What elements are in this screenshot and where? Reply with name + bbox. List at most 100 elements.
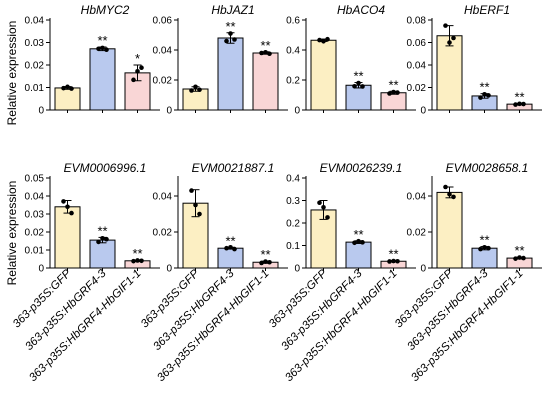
bar-2 — [89, 239, 116, 269]
data-point — [356, 238, 361, 244]
data-point — [100, 45, 105, 51]
y-tick-label: 0.02 — [407, 83, 427, 94]
x-category-label: 363-p35S:GFP — [267, 267, 330, 330]
data-point — [317, 200, 322, 206]
data-point — [193, 84, 198, 90]
data-point — [61, 199, 66, 204]
data-point — [267, 259, 272, 265]
y-tick-label: 0 — [166, 264, 172, 275]
panel-title: EVM0028658.1 — [446, 161, 529, 175]
y-tick-label: 0.04 — [407, 61, 427, 72]
error-bar-1 — [319, 200, 328, 220]
significance-marker: ** — [479, 80, 489, 95]
bar-2 — [217, 37, 244, 111]
bar-2 — [471, 247, 498, 269]
data-point — [451, 194, 456, 200]
bar-1 — [436, 191, 463, 269]
data-point — [387, 259, 392, 264]
data-point — [259, 260, 264, 266]
data-point — [352, 84, 357, 89]
data-point — [325, 36, 330, 42]
data-point — [197, 211, 202, 217]
data-point — [482, 91, 487, 97]
data-point — [443, 184, 448, 190]
y-tick-label: 0.02 — [25, 61, 45, 72]
y-tick-label: 0.01 — [25, 83, 45, 94]
panel-title: EVM0006996.1 — [64, 161, 147, 175]
y-axis-label-row-1: Relative expression — [5, 21, 19, 126]
panel-8: EVM0028658.1 ** ** 0 0.02 0.04 — [407, 161, 542, 275]
panel-title: HbERF1 — [464, 3, 510, 17]
data-point — [395, 90, 400, 95]
y-tick-label: 0.3 — [286, 196, 300, 207]
significance-marker: ** — [388, 77, 398, 92]
data-point — [321, 204, 326, 210]
y-tick-label: 0.06 — [407, 38, 427, 49]
data-point — [189, 88, 194, 93]
significance-marker: ** — [514, 89, 524, 104]
panel-4: HbERF1 ** ** 0 0.02 0.04 0.06 0.08 — [407, 3, 542, 117]
panel-title: EVM0021887.1 — [192, 161, 275, 175]
data-point — [447, 40, 452, 45]
y-tick-label: 0.06 — [153, 16, 173, 27]
data-point — [263, 259, 268, 264]
bar-2 — [345, 84, 372, 111]
data-point — [263, 49, 268, 55]
data-point — [96, 239, 101, 245]
y-tick-label: 0.02 — [153, 76, 173, 87]
data-point — [356, 80, 361, 86]
panel-2: HbJAZ1 ** ** 0 0.02 0.04 0.06 — [153, 3, 288, 117]
data-point — [139, 258, 144, 264]
data-point — [482, 245, 487, 250]
data-point — [61, 85, 66, 91]
bar-1 — [310, 39, 337, 111]
bar-3 — [252, 52, 279, 111]
data-point — [104, 236, 109, 242]
data-point — [478, 246, 483, 252]
significance-marker: ** — [388, 247, 398, 262]
data-point — [478, 95, 483, 100]
data-point — [387, 91, 392, 96]
x-category-label: 363-p35S:GFP — [393, 267, 456, 330]
significance-marker: ** — [97, 33, 107, 48]
data-point — [139, 65, 144, 70]
significance-marker: ** — [225, 19, 235, 34]
data-point — [189, 188, 194, 193]
data-point — [197, 87, 202, 93]
significance-marker: ** — [514, 243, 524, 258]
significance-marker: ** — [260, 38, 270, 53]
data-point — [513, 256, 518, 261]
data-point — [224, 245, 229, 251]
data-point — [521, 101, 526, 107]
y-tick-label: 0.08 — [407, 16, 427, 27]
bar-1 — [436, 35, 463, 111]
panel-title: HbMYC2 — [81, 3, 130, 17]
panel-3: HbACO4 ** ** 0 0.2 0.4 0.6 — [286, 3, 416, 117]
data-point — [513, 102, 518, 107]
significance-marker: ** — [260, 247, 270, 262]
data-point — [224, 38, 229, 44]
bar-2 — [89, 48, 116, 111]
data-point — [360, 84, 365, 89]
data-point — [352, 240, 357, 246]
y-tick-label: 0.02 — [407, 228, 427, 239]
data-point — [193, 202, 198, 208]
significance-marker: * — [135, 51, 140, 66]
y-tick-label: 0 — [38, 264, 44, 275]
data-point — [486, 245, 491, 251]
y-tick-label: 0.04 — [25, 16, 45, 27]
data-point — [391, 89, 396, 95]
significance-marker: ** — [353, 69, 363, 84]
significance-marker: ** — [479, 233, 489, 248]
data-point — [228, 245, 233, 250]
data-point — [267, 51, 272, 57]
data-point — [96, 46, 101, 52]
data-point — [65, 204, 70, 210]
panel-title: HbACO4 — [337, 3, 385, 17]
y-tick-label: 0 — [166, 106, 172, 117]
data-point — [391, 258, 396, 264]
bar-1 — [54, 206, 81, 269]
data-point — [104, 47, 109, 52]
data-point — [135, 69, 140, 74]
